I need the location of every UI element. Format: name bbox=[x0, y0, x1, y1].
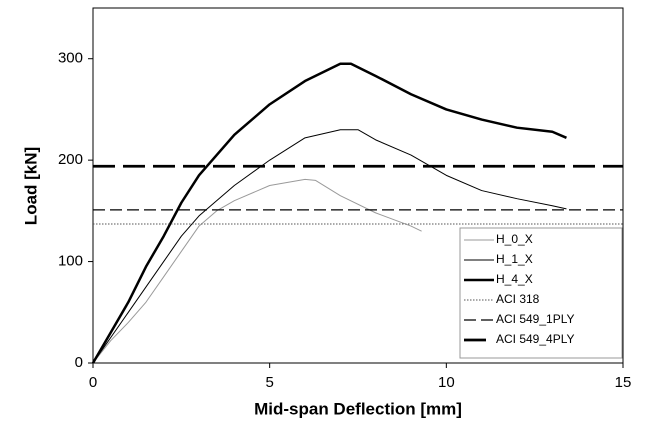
x-axis-label: Mid-span Deflection [mm] bbox=[254, 399, 462, 418]
x-tick-label: 10 bbox=[438, 374, 455, 391]
legend-label: ACI 318 bbox=[496, 292, 540, 306]
series-line bbox=[92, 129, 567, 364]
legend: H_0_X H_1_X H_4_X ACI 318 ACI 549_1PLY ACI 54… bbox=[459, 227, 623, 359]
legend-label: H_0_X bbox=[496, 232, 533, 246]
y-tick-label: 200 bbox=[58, 151, 83, 168]
plot-frame bbox=[92, 7, 624, 364]
legend-label: ACI 549_4PLY bbox=[496, 332, 575, 346]
y-tick-label: 100 bbox=[58, 253, 83, 270]
x-tick-label: 15 bbox=[615, 374, 632, 391]
legend-label: ACI 549_1PLY bbox=[496, 312, 575, 326]
series-line bbox=[91, 62, 567, 364]
x-tick-label: 0 bbox=[89, 374, 97, 391]
legend-box bbox=[459, 227, 623, 359]
y-tick-label: 300 bbox=[58, 50, 83, 67]
y-axis-label: Load [kN] bbox=[21, 147, 40, 225]
x-tick-label: 5 bbox=[265, 374, 273, 391]
y-tick-label: 0 bbox=[75, 354, 83, 371]
series-line bbox=[92, 178, 422, 364]
legend-label: H_1_X bbox=[496, 252, 533, 266]
legend-label: H_4_X bbox=[496, 272, 533, 286]
